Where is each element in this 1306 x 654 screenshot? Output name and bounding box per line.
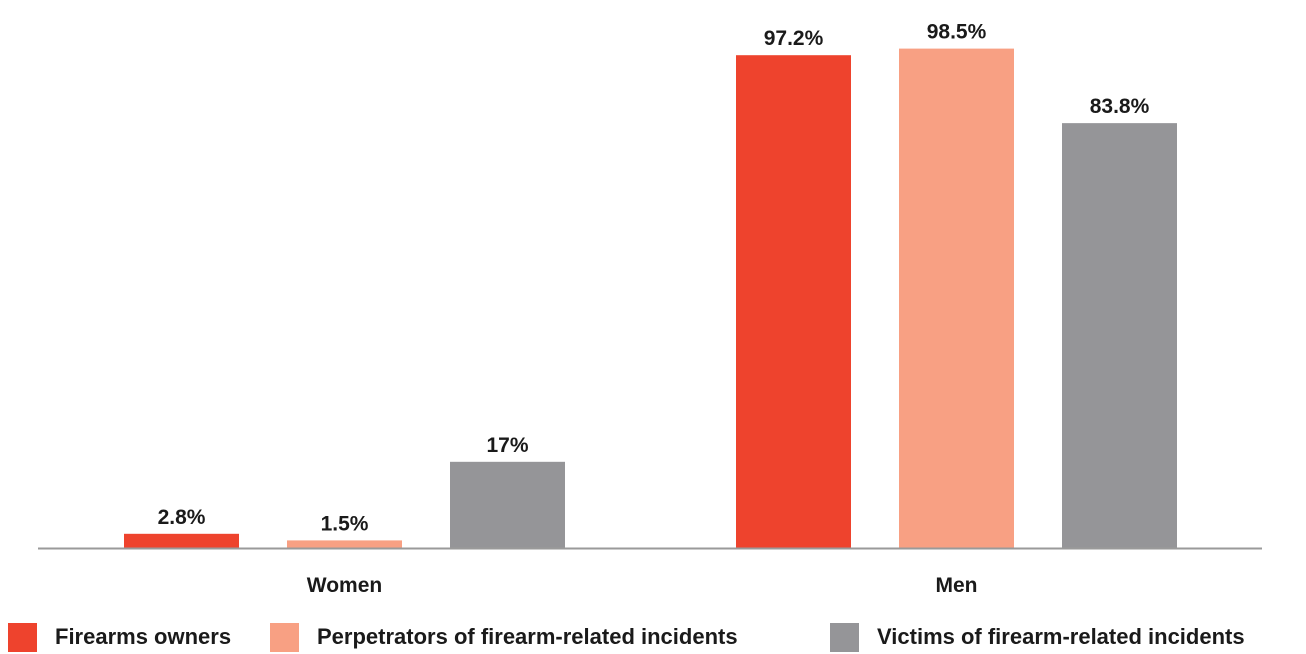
bars-layer (124, 48, 1177, 549)
legend-label-victims: Victims of firearm-related incidents (877, 624, 1245, 649)
value-label-men-perpetrators-of-firearm-related-incidents: 98.5% (927, 21, 987, 44)
legend-item-victims: Victims of firearm-related incidents (830, 622, 1245, 652)
legend-item-firearms-owners: Firearms owners (8, 622, 231, 652)
value-label-women-perpetrators-of-firearm-related-incidents: 1.5% (321, 512, 369, 535)
legend-swatch-firearms-owners (8, 622, 37, 652)
legend-swatch-perpetrators (270, 622, 299, 652)
bar-women-victims-of-firearm-related-incidents (450, 461, 565, 548)
category-label-men: Men (936, 574, 978, 597)
legend-label-firearms-owners: Firearms owners (55, 624, 232, 649)
value-labels-layer: 2.8% 97.2% 1.5% 98.5% 17% 83.8% (158, 21, 1150, 536)
legend-item-perpetrators: Perpetrators of firearm-related incident… (270, 622, 738, 652)
value-label-women-firearms-owners: 2.8% (158, 506, 206, 529)
legend-swatch-victims (830, 622, 859, 652)
value-label-women-victims-of-firearm-related-incidents: 17% (486, 434, 528, 457)
bar-chart: 2.8% 97.2% 1.5% 98.5% 17% 83.8% Women Men (38, 21, 1262, 597)
legend: Firearms owners Perpetrators of firearm-… (0, 622, 1306, 654)
bar-men-firearms-owners (736, 55, 851, 549)
category-labels-layer: Women Men (307, 574, 978, 597)
bar-men-victims-of-firearm-related-incidents (1062, 123, 1177, 548)
legend-label-perpetrators: Perpetrators of firearm-related incident… (317, 624, 738, 649)
value-label-men-victims-of-firearm-related-incidents: 83.8% (1090, 95, 1150, 118)
bar-men-perpetrators-of-firearm-related-incidents (899, 48, 1014, 548)
value-label-men-firearms-owners: 97.2% (764, 27, 824, 50)
bar-women-firearms-owners (124, 533, 239, 548)
category-label-women: Women (307, 574, 382, 597)
bar-women-perpetrators-of-firearm-related-incidents (287, 540, 402, 548)
